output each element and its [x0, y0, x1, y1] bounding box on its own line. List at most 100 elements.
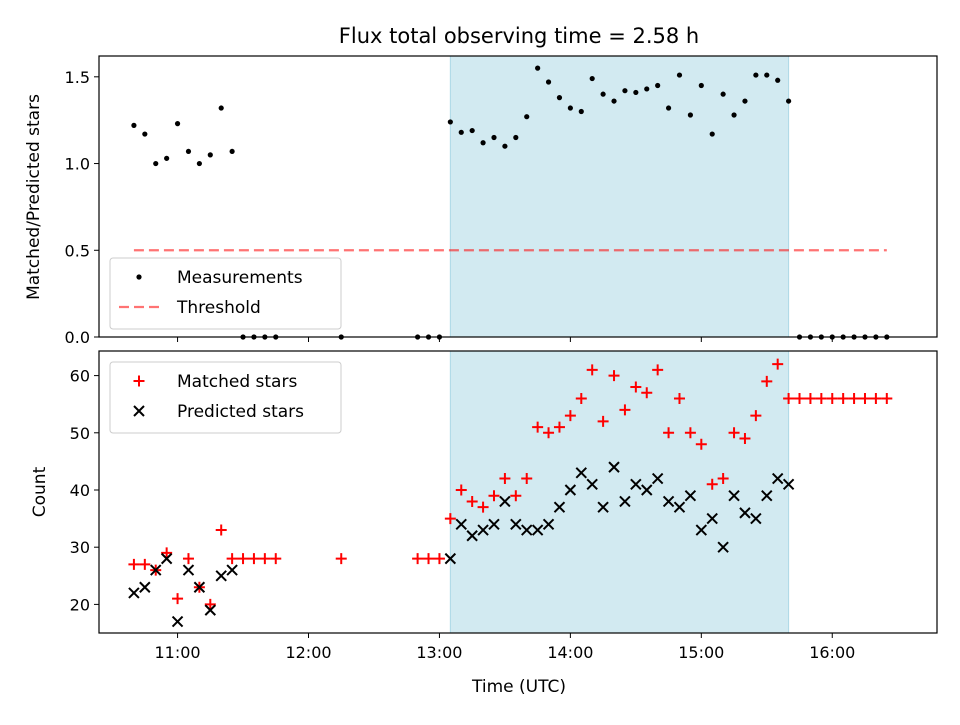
matched-star-point — [444, 513, 456, 525]
measurement-point — [633, 89, 639, 96]
matched-star-point — [739, 433, 751, 445]
y-tick-label: 40 — [70, 481, 90, 500]
predicted-star-point — [641, 484, 653, 496]
matched-star-point — [619, 404, 631, 416]
matched-star-point — [728, 427, 740, 439]
predicted-star-point — [619, 495, 631, 508]
matched-star-point — [553, 421, 565, 433]
measurement-point — [764, 72, 770, 78]
predicted-star-point — [488, 518, 500, 531]
predicted-star-point — [575, 467, 587, 479]
measurement-point — [589, 75, 595, 82]
top-y-axis-label: Matched/Predicted stars — [24, 94, 44, 300]
predicted-star-point — [193, 581, 206, 593]
matched-star-point — [172, 593, 184, 605]
predicted-star-point — [739, 507, 751, 519]
x-tick-label: 12:00 — [285, 643, 331, 662]
legend-label: Threshold — [176, 298, 261, 318]
legend-predicted-marker — [133, 405, 145, 417]
matched-star-point — [837, 392, 849, 404]
measurement-point — [687, 112, 694, 118]
x-axis-label: Time (UTC) — [471, 677, 566, 697]
legend-box — [109, 361, 342, 434]
matched-star-point — [586, 364, 598, 376]
predicted-star-point — [651, 472, 664, 485]
measurement-point — [644, 86, 650, 92]
predicted-star-point — [782, 478, 795, 490]
matched-star-point — [717, 473, 729, 485]
predicted-star-point — [128, 587, 140, 599]
measurement-point — [131, 122, 137, 128]
matched-star-point — [139, 558, 151, 570]
matched-star-point — [335, 553, 347, 565]
x-tick-label: 13:00 — [416, 643, 462, 662]
legend-matched-marker — [133, 375, 145, 387]
matched-star-point — [564, 410, 576, 422]
measurement-point — [567, 105, 573, 111]
measurement-point — [164, 155, 170, 161]
predicted-star-point — [160, 552, 173, 565]
y-tick-label: 0.0 — [65, 328, 90, 347]
legend: Measurements Threshold — [109, 257, 342, 330]
matched-star-point — [488, 490, 500, 502]
predicted-star-point — [761, 490, 773, 502]
legend: Matched stars Predicted stars — [109, 361, 342, 434]
matched-star-point — [215, 524, 227, 536]
predicted-star-point — [499, 495, 511, 508]
matched-star-point — [815, 392, 827, 404]
measurement-point — [535, 65, 541, 71]
x-tick-label: 15:00 — [678, 643, 724, 662]
matched-star-point — [881, 392, 893, 404]
bottom-panel: 20 30 40 50 60 11:00 12:00 13:00 14:00 15:00 16:00… — [70, 350, 938, 662]
matched-star-point — [412, 553, 424, 565]
matched-star-point — [870, 392, 882, 404]
predicted-star-point — [226, 564, 238, 576]
measurement-point — [153, 160, 159, 167]
y-tick-label: 1.5 — [65, 68, 90, 87]
measurement-point — [524, 114, 530, 120]
predicted-star-point — [673, 501, 686, 513]
matched-star-point — [510, 490, 522, 502]
predicted-star-point — [706, 512, 718, 525]
matched-star-point — [652, 364, 664, 376]
top-panel: 0.0 0.5 1.0 1.5 Measurements Threshold — [65, 55, 938, 347]
matched-star-point — [673, 392, 685, 404]
matched-star-point — [750, 410, 762, 422]
predicted-star-point — [171, 615, 184, 628]
matched-star-point — [706, 478, 718, 490]
matched-star-point — [804, 392, 816, 404]
plot-frame — [98, 55, 938, 338]
predicted-star-point — [466, 530, 478, 542]
matched-star-point — [608, 370, 620, 382]
matched-star-point — [630, 381, 642, 393]
matched-star-point — [521, 473, 533, 485]
predicted-star-point — [215, 570, 227, 582]
predicted-star-point — [477, 524, 489, 536]
predicted-star-point — [510, 518, 522, 531]
matched-star-point — [597, 415, 609, 427]
x-tick-label: 14:00 — [547, 643, 593, 662]
measurement-point — [556, 95, 563, 101]
y-tick-label: 1.0 — [65, 155, 90, 174]
plot-frame — [98, 350, 938, 634]
matched-star-point — [433, 553, 445, 565]
matched-star-point — [161, 547, 173, 559]
measurement-point — [753, 72, 759, 78]
measurement-point — [698, 82, 704, 89]
measurement-point — [742, 98, 748, 104]
matched-star-point — [182, 553, 194, 565]
measurement-point — [480, 140, 486, 146]
measurement-point — [196, 160, 202, 167]
matched-star-point — [826, 392, 838, 404]
bottom-y-axis-label: Count — [30, 466, 50, 517]
y-tick-label: 0.5 — [65, 241, 90, 260]
legend-label: Matched stars — [177, 372, 297, 392]
measurement-point — [622, 88, 628, 94]
matched-star-point — [848, 392, 860, 404]
measurement-point — [218, 105, 224, 111]
matched-star-point — [695, 438, 707, 450]
matched-star-point — [477, 501, 489, 513]
predicted-star-point — [521, 524, 533, 536]
matched-star-point — [684, 427, 696, 439]
measurement-point — [731, 112, 737, 118]
